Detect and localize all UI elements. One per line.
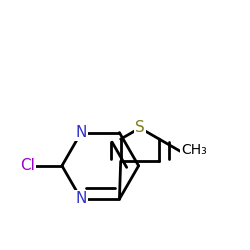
Text: CH₃: CH₃ [181, 143, 207, 157]
Text: Cl: Cl [20, 158, 35, 173]
Text: N: N [76, 125, 87, 140]
Text: S: S [135, 120, 145, 136]
Text: N: N [76, 192, 87, 206]
